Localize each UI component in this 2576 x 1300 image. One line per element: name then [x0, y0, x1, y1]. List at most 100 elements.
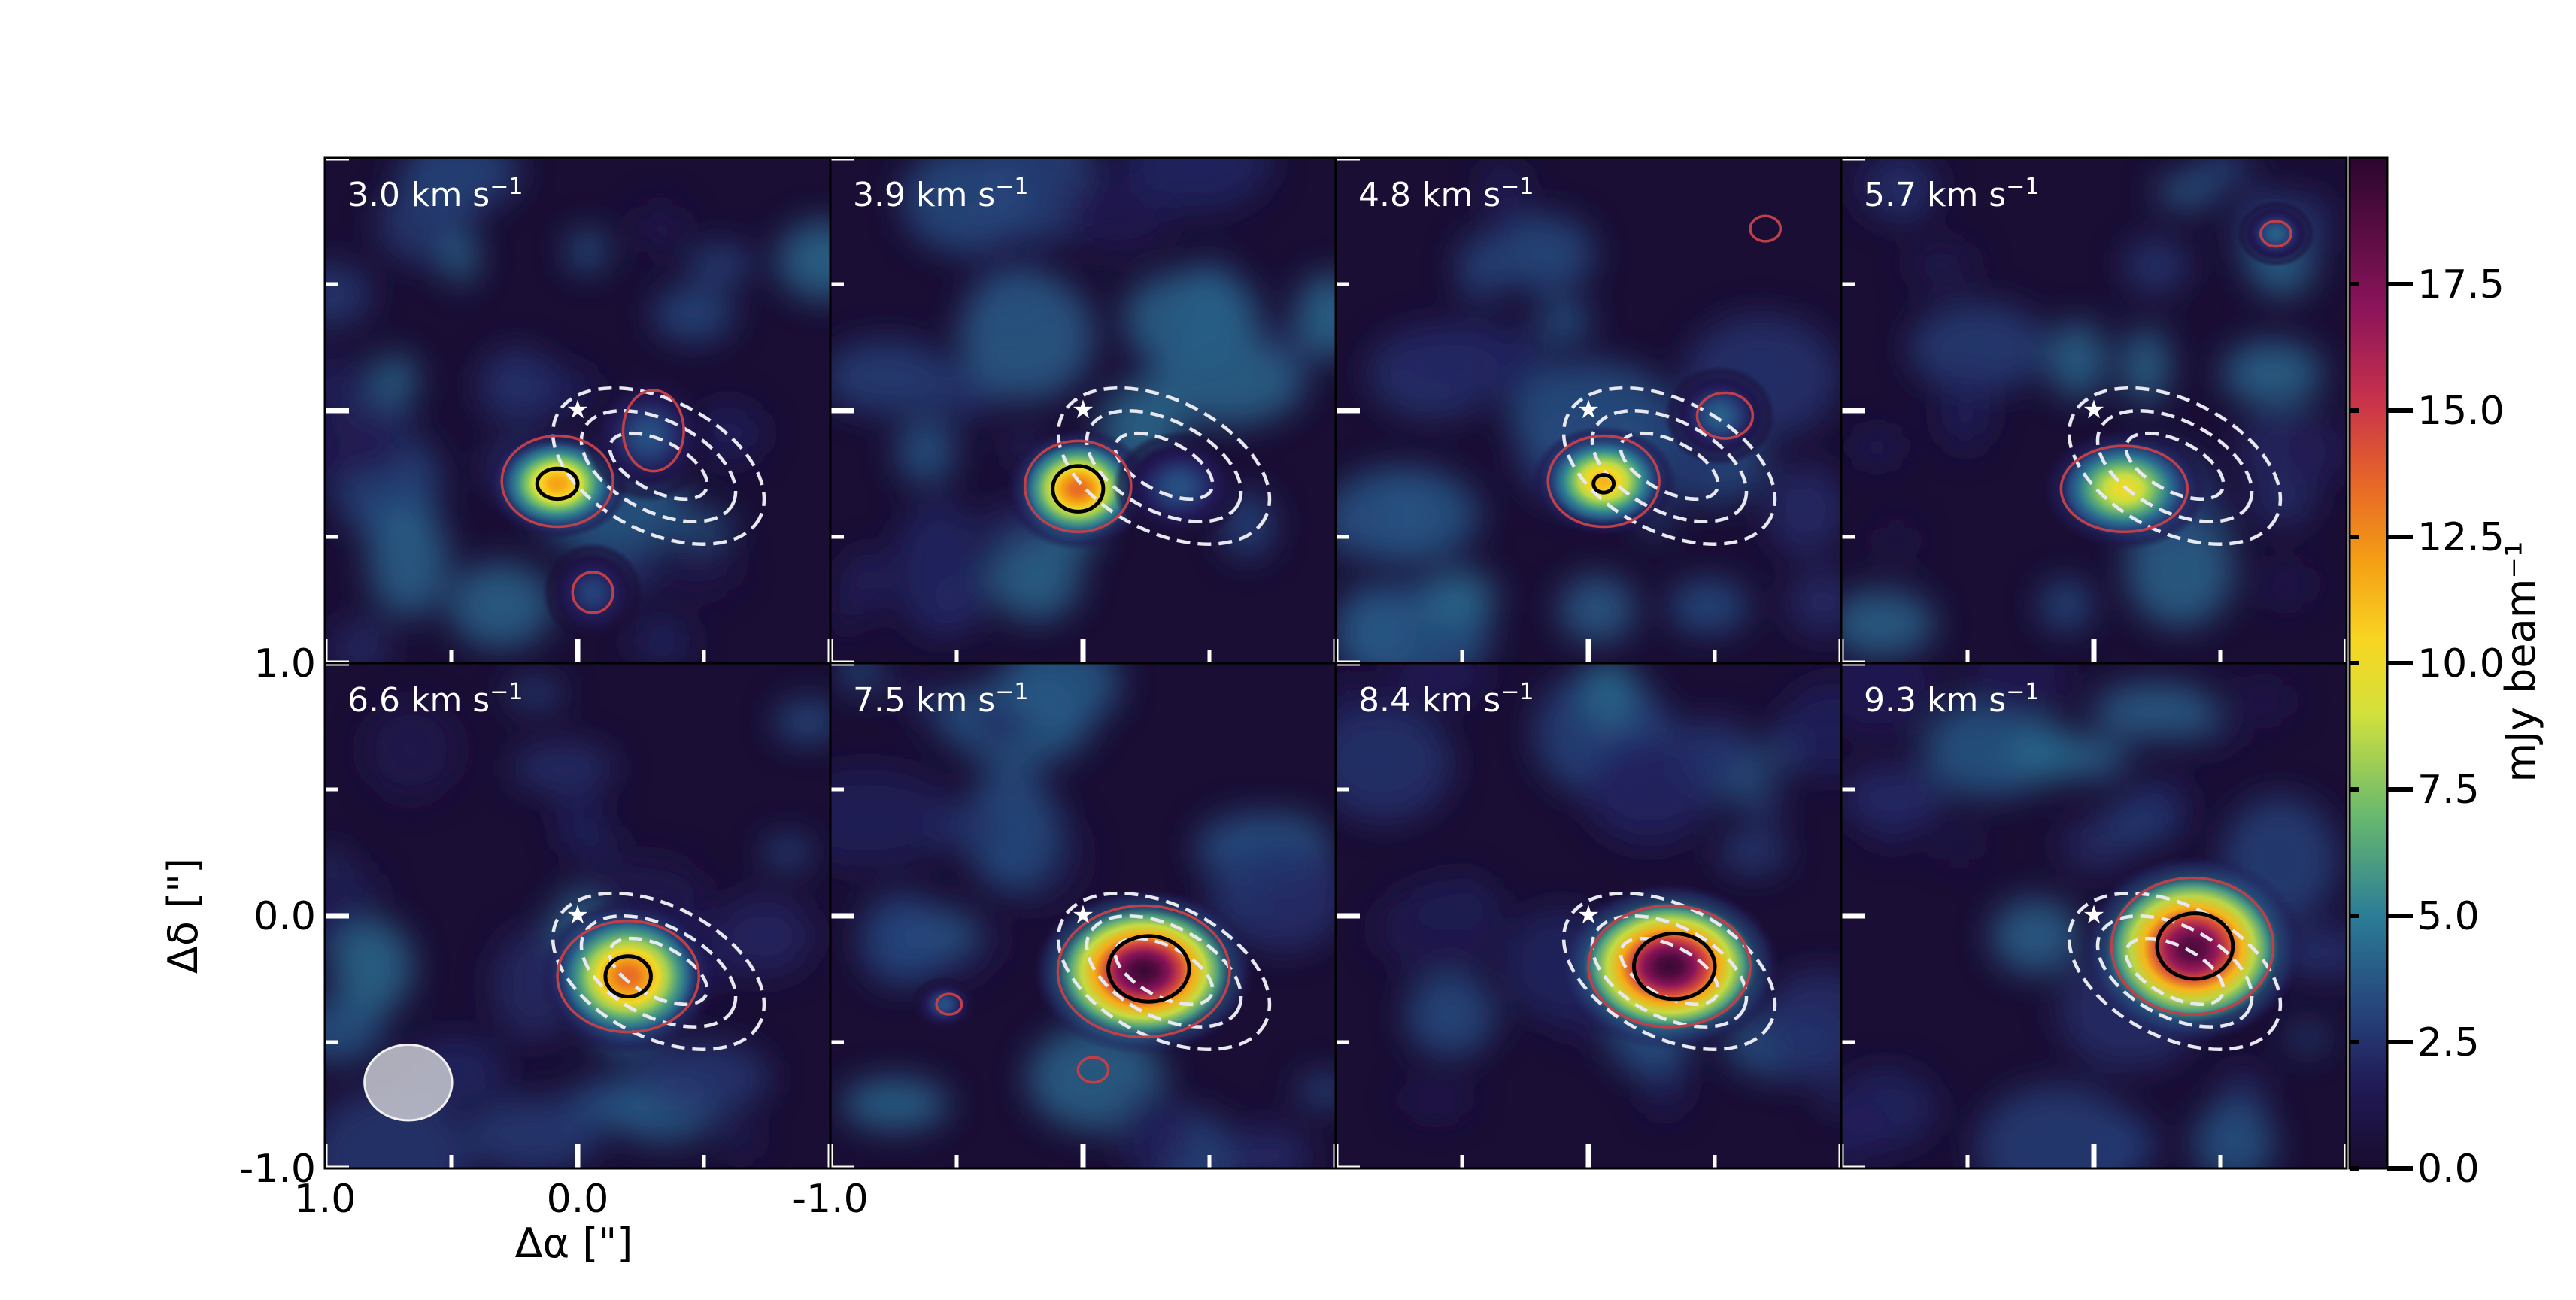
noise-blob [965, 765, 1058, 891]
emission-blob [1664, 365, 1776, 466]
noise-blob [1384, 322, 1552, 399]
dust-contour [1056, 386, 1272, 546]
noise-blob [332, 919, 413, 1016]
velocity-label: 8.4 km s−1 [1358, 679, 1534, 720]
noise-blob [1668, 579, 1749, 634]
noise-blob [988, 534, 1082, 621]
noise-blob [2258, 565, 2314, 605]
x-tick-label: 0.0 [547, 1177, 609, 1222]
emission-blob [1112, 430, 1246, 542]
colorbar-tick-label: 5.0 [2417, 894, 2480, 939]
noise-blob [1786, 568, 1841, 636]
red-contour [571, 571, 614, 614]
noise-blob [342, 869, 381, 901]
noise-blob [1841, 663, 1937, 736]
noise-blob [1966, 663, 2068, 720]
star-marker: ★ [1072, 900, 1094, 930]
channel-panel-8: ★ 9.3 km s−1 [1840, 662, 2348, 1170]
noise-blob [967, 702, 1030, 744]
noise-blob [2193, 1102, 2275, 1168]
noise-blob [1937, 829, 1982, 862]
noise-blob [2124, 238, 2188, 294]
y-tick-label: -1.0 [240, 1147, 316, 1192]
velocity-label: 6.6 km s−1 [347, 679, 523, 720]
dust-contour [2095, 914, 2254, 1029]
noise-blob [1852, 432, 1903, 462]
channel-panel-7: ★ 8.4 km s−1 [1334, 662, 1843, 1170]
tick-marks [1841, 663, 2347, 1168]
noise-blob [1400, 1082, 1471, 1117]
noise-blob [1336, 584, 1417, 663]
colorbar-tick-label: 0.0 [2417, 1147, 2480, 1192]
noise-blob [1538, 298, 1591, 344]
velocity-label: 5.7 km s−1 [1864, 174, 2039, 214]
noise-blob [1841, 1097, 1892, 1165]
noise-layer [1336, 663, 1841, 1117]
red-contour [1695, 391, 1755, 440]
noise-blob [1841, 765, 1947, 829]
red-contour [1076, 1056, 1110, 1084]
colorbar-tick-label: 15.0 [2417, 389, 2505, 434]
red-contour [1546, 434, 1661, 529]
noise-blob [774, 700, 830, 742]
noise-blob [325, 999, 384, 1062]
noise-blob [325, 405, 414, 484]
noise-blob [2009, 725, 2083, 783]
noise-blob [830, 588, 875, 629]
red-contour [1587, 904, 1752, 1029]
x-tick-label: 1.0 [294, 1177, 357, 1222]
red-contour [2259, 220, 2292, 248]
noise-blob [1875, 525, 1918, 557]
red-contour [1749, 214, 1783, 243]
noise-blob [1743, 783, 1781, 826]
noise-blob [325, 262, 371, 327]
noise-blob [634, 1041, 770, 1115]
noise-blob [1764, 465, 1841, 556]
red-contour [1023, 439, 1133, 534]
velocity-label: 4.8 km s−1 [1358, 174, 1534, 214]
noise-blob [1373, 883, 1504, 976]
red-contour [2059, 444, 2189, 534]
tick-marks [830, 663, 1336, 1168]
noise-blob [1500, 215, 1594, 293]
noise-blob [725, 1120, 756, 1160]
noise-blob [1679, 717, 1753, 791]
noise-blob [478, 347, 555, 423]
dust-contour [2067, 386, 2283, 546]
noise-blob [1872, 162, 1931, 223]
noise-blob [2092, 682, 2219, 739]
dust-contour [1619, 936, 1720, 1007]
red-contour [935, 992, 963, 1016]
noise-blob [901, 158, 1028, 253]
noise-blob [332, 618, 390, 663]
noise-blob [325, 358, 371, 399]
y-tick-label: 0.0 [253, 894, 316, 939]
noise-layer [830, 663, 1336, 1168]
star-marker: ★ [2083, 395, 2105, 425]
noise-blob [1336, 673, 1367, 709]
noise-blob [2254, 478, 2314, 527]
beam-ellipse [363, 1044, 454, 1122]
black-contour [1631, 932, 1717, 1002]
velocity-label: 7.5 km s−1 [853, 679, 1028, 720]
red-contour [1056, 904, 1231, 1039]
noise-blob [1907, 240, 1977, 291]
noise-blob [839, 663, 878, 694]
emission-blob [910, 976, 978, 1032]
black-contour [603, 954, 653, 999]
noise-blob [1822, 1083, 1841, 1111]
noise-blob [893, 499, 988, 638]
star-marker: ★ [1577, 900, 1600, 930]
noise-blob [400, 158, 519, 210]
red-contour [2110, 876, 2275, 1016]
noise-blob [1405, 974, 1496, 1057]
black-contour [1051, 464, 1106, 514]
noise-blob [2222, 341, 2323, 407]
noise-blob [1421, 568, 1497, 627]
noise-blob [368, 504, 450, 618]
noise-blob [563, 823, 618, 856]
noise-blob [630, 617, 693, 663]
red-contour [621, 389, 685, 473]
colorbar-label: mJy beam⁻¹ [2497, 541, 2544, 783]
